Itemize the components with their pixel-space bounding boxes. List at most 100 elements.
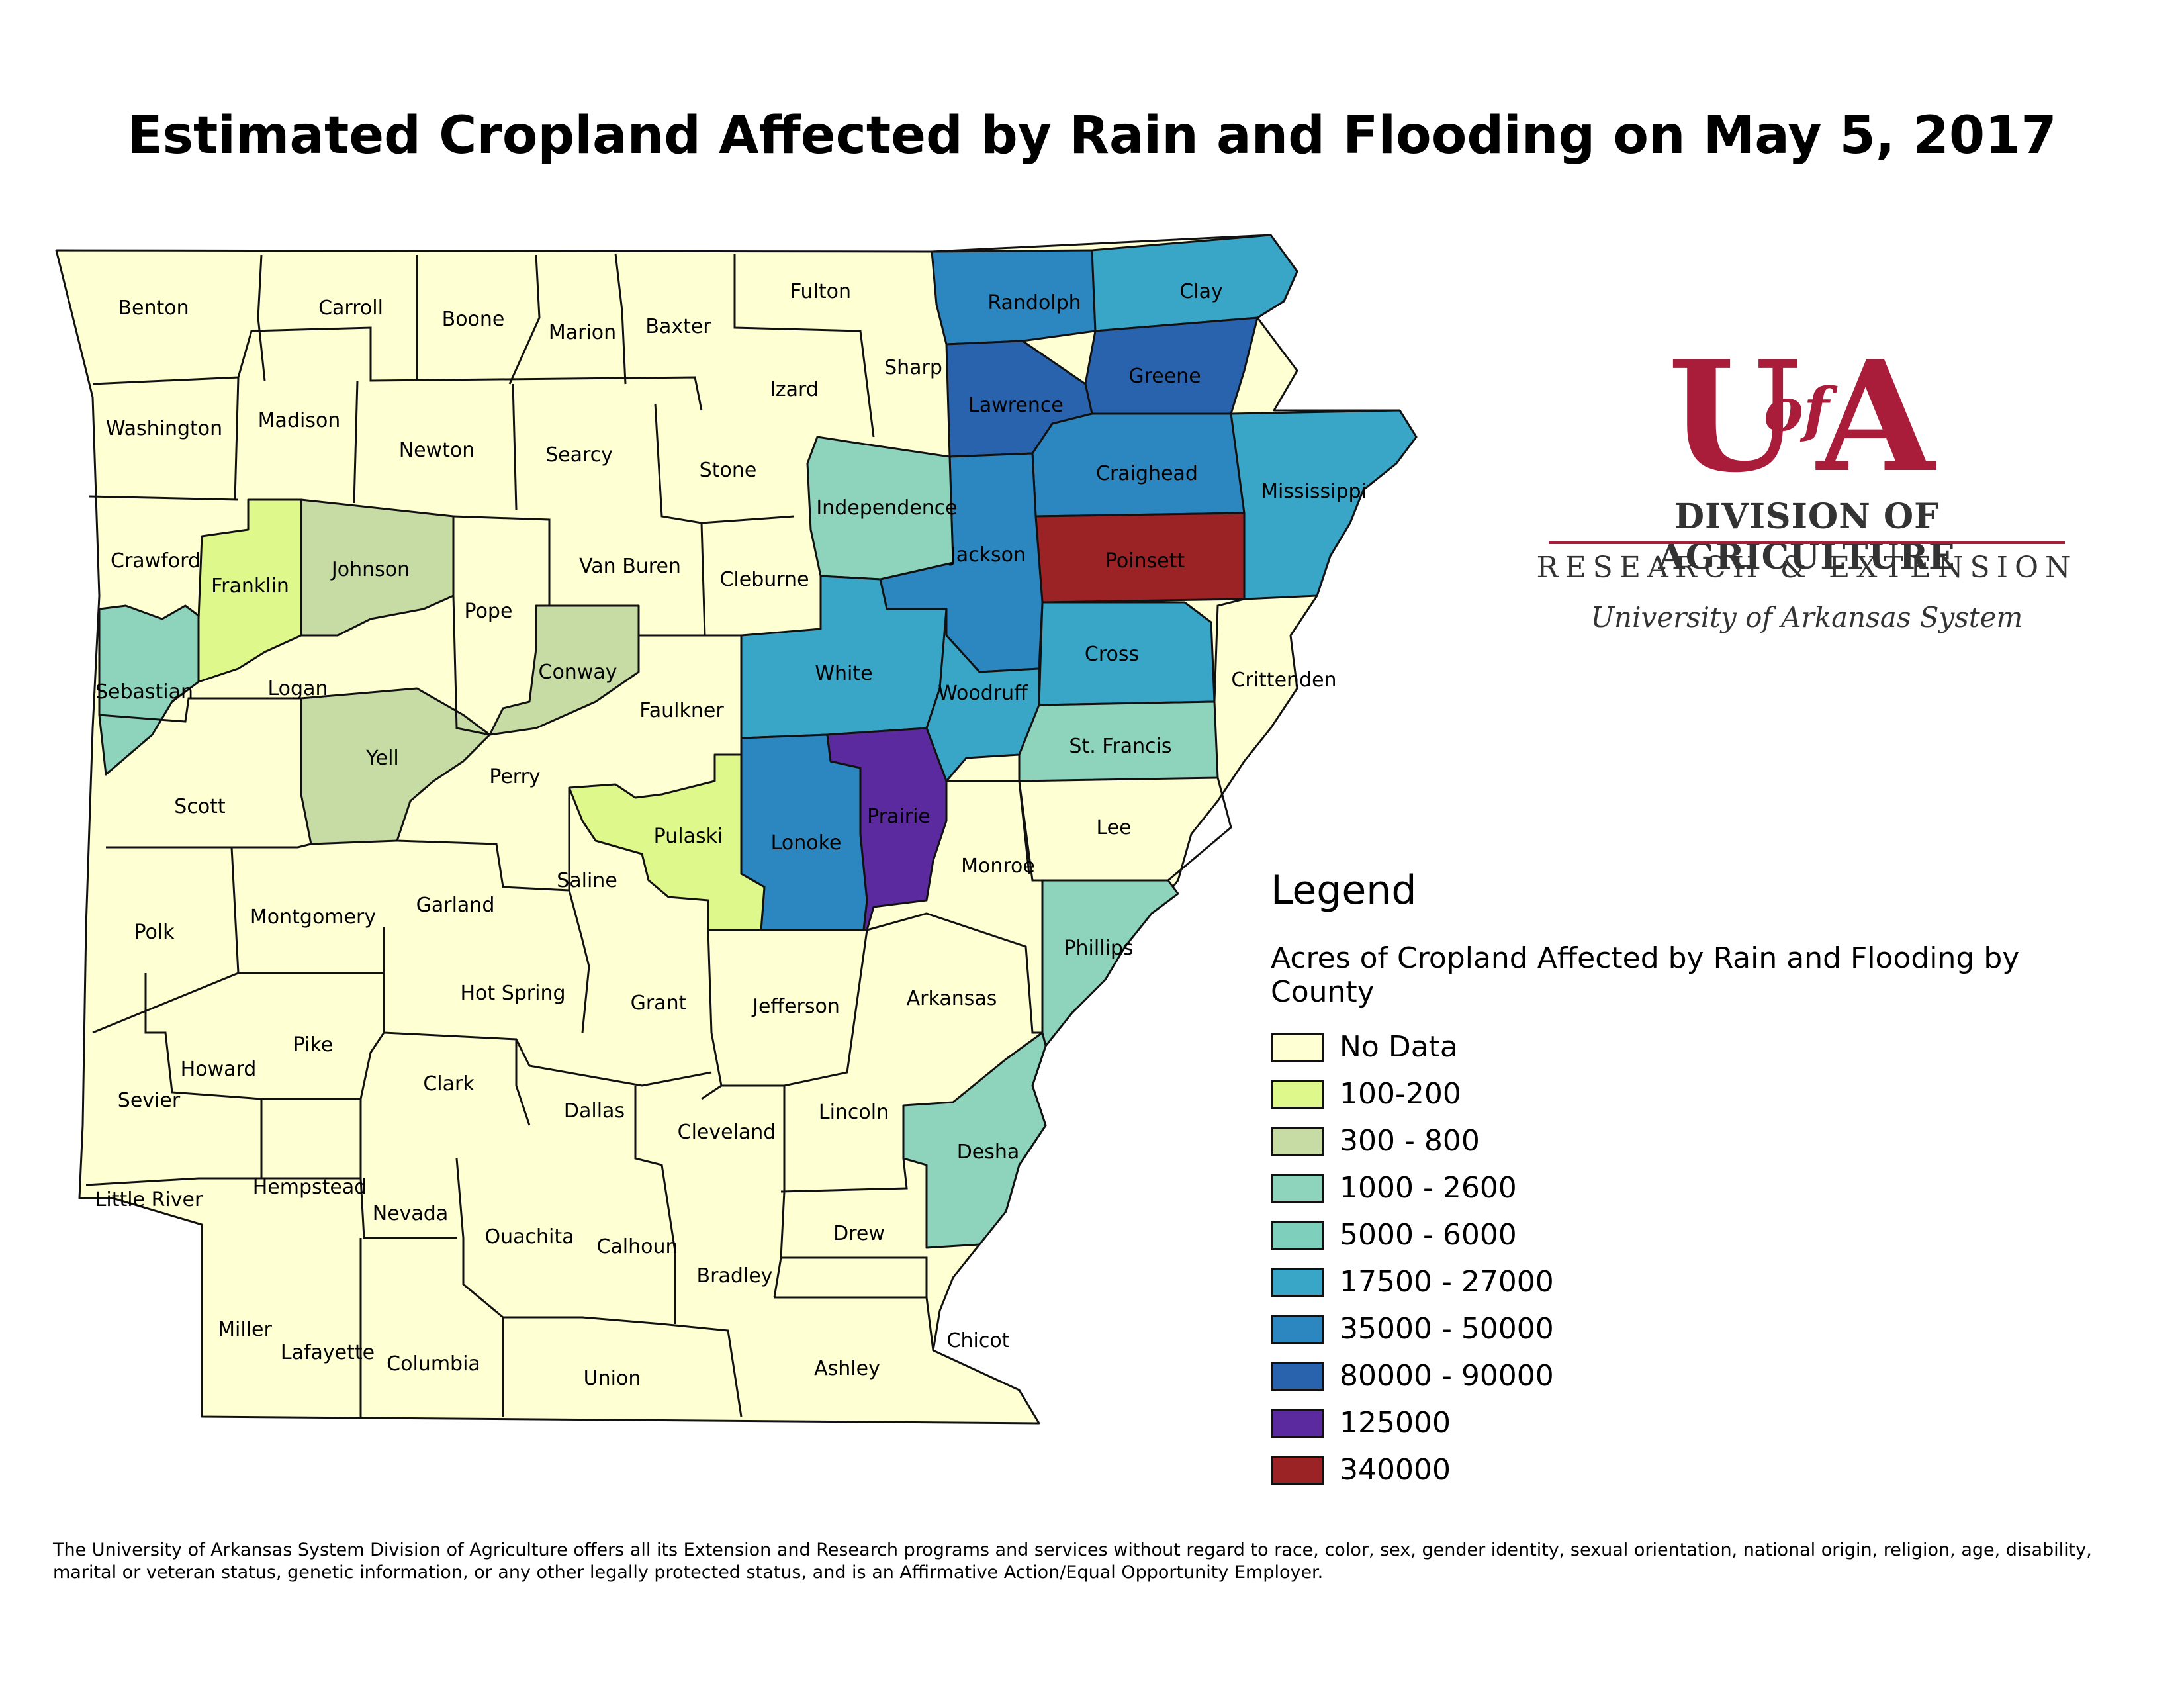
prairie-county [826, 727, 948, 931]
county-label: Union [584, 1367, 641, 1390]
county-label: Izard [770, 378, 819, 401]
legend-item: 300 - 800 [1271, 1117, 2131, 1164]
county-label: Scott [174, 795, 226, 818]
legend-item: 80000 - 90000 [1271, 1352, 2131, 1399]
county-label: Sebastian [95, 680, 193, 704]
county-label: Drew [833, 1222, 885, 1245]
county-label: Marion [549, 321, 616, 344]
county-label: Crawford [111, 549, 201, 573]
county-label: Van Buren [579, 555, 681, 578]
county-label: Fulton [790, 280, 851, 303]
county-label: Ashley [814, 1357, 880, 1380]
legend-subtitle: Acres of Cropland Affected by Rain and F… [1271, 941, 2020, 1009]
legend-swatch [1271, 1126, 1324, 1156]
county-label: Franklin [211, 575, 289, 598]
st-francis-county [1018, 700, 1219, 782]
county-label: Hempstead [253, 1176, 367, 1199]
county-boundaries [85, 253, 1245, 1417]
county-label: Newton [399, 439, 475, 462]
map-title: Estimated Cropland Affected by Rain and … [127, 106, 2057, 165]
legend-label: 300 - 800 [1340, 1124, 1480, 1158]
legend-swatch [1271, 1408, 1324, 1438]
county-label: Pope [465, 600, 513, 623]
logo-divider [1549, 541, 2065, 544]
county-label: Howard [181, 1058, 257, 1081]
logo-research-text: RESEARCH & EXTENSION [1536, 551, 2077, 585]
county-label: Sevier [118, 1089, 181, 1112]
county-label: Ouachita [485, 1225, 574, 1248]
logo-mark-u: U [1668, 331, 1801, 496]
county-label: Chicot [947, 1329, 1010, 1352]
desha-county [902, 1031, 1047, 1249]
logo-mark-a: A [1815, 331, 1937, 496]
nondiscrimination-footer: The University of Arkansas System Divisi… [53, 1540, 2092, 1583]
legend-item: No Data [1271, 1023, 2131, 1070]
county-label: Pulaski [654, 825, 723, 848]
county-label: Stone [700, 459, 757, 482]
county-label: Conway [539, 661, 617, 684]
county-label: Little River [95, 1188, 203, 1211]
county-label: Crittenden [1231, 669, 1336, 692]
county-label: Woodruff [938, 682, 1028, 705]
county-label: Lee [1096, 816, 1131, 839]
legend-item: 17500 - 27000 [1271, 1258, 2131, 1305]
county-label: Columbia [387, 1352, 480, 1376]
county-label: Dallas [564, 1100, 625, 1123]
county-label: Baxter [645, 315, 711, 338]
legend-item: 100-200 [1271, 1070, 2131, 1117]
legend-label: 340000 [1340, 1453, 1451, 1487]
legend-swatch [1271, 1032, 1324, 1062]
county-label: St. Francis [1069, 735, 1171, 758]
county-label: Calhoun [596, 1235, 678, 1258]
legend-swatch [1271, 1455, 1324, 1485]
legend-item: 1000 - 2600 [1271, 1164, 2131, 1211]
county-label: White [815, 662, 872, 685]
county-label: Benton [118, 297, 189, 320]
phillips-county [1041, 879, 1179, 1047]
county-label: Monroe [961, 855, 1035, 878]
county-label: Saline [557, 869, 617, 892]
county-label: Clark [423, 1072, 475, 1096]
county-label: Poinsett [1105, 549, 1185, 573]
legend-title: Legend [1271, 867, 1417, 914]
county-label: Lafayette [281, 1341, 375, 1364]
county-label: Searcy [545, 444, 613, 467]
county-label: Mississippi [1261, 480, 1367, 503]
legend-item: 5000 - 6000 [1271, 1211, 2131, 1258]
county-label: Carroll [318, 297, 383, 320]
county-label: Prairie [867, 805, 931, 828]
yell-county [300, 687, 491, 845]
legend-swatch [1271, 1267, 1324, 1297]
legend-swatch [1271, 1314, 1324, 1344]
legend-label: 1000 - 2600 [1340, 1171, 1517, 1205]
legend-swatch [1271, 1220, 1324, 1250]
map-legend: Legend Acres of Cropland Affected by Rai… [1271, 867, 2131, 1493]
county-label: Montgomery [250, 906, 376, 929]
legend-swatch [1271, 1361, 1324, 1391]
logo-mark-of: of [1764, 375, 1838, 445]
legend-label: 17500 - 27000 [1340, 1265, 1554, 1299]
county-label: Miller [218, 1318, 272, 1341]
legend-item: 340000 [1271, 1446, 2131, 1493]
county-label: Garland [416, 894, 495, 917]
county-label: Clay [1179, 280, 1222, 303]
johnson-county [300, 498, 455, 637]
county-label: Independence [816, 496, 957, 520]
county-label: Cross [1085, 643, 1139, 666]
uofa-division-logo: U of A DIVISION OF AGRICULTURE RESEARCH … [1535, 328, 2078, 649]
county-label: Polk [134, 921, 175, 944]
county-label: Hot Spring [460, 982, 565, 1005]
legend-label: 125000 [1340, 1406, 1451, 1440]
county-label: Jefferson [751, 995, 840, 1018]
arkansas-county-map: Benton Carroll Boone Marion Baxter Fulto… [55, 234, 1418, 1425]
county-label: Washington [106, 417, 222, 440]
county-label: Phillips [1064, 937, 1133, 960]
legend-item: 35000 - 50000 [1271, 1305, 2131, 1352]
pulaski-county [568, 753, 766, 931]
legend-swatch [1271, 1079, 1324, 1109]
county-label: Boone [442, 308, 505, 331]
county-label: Madison [258, 409, 341, 432]
county-label: Grant [631, 992, 687, 1015]
mississippi-county [1230, 409, 1418, 600]
county-label: Cleburne [719, 568, 809, 591]
